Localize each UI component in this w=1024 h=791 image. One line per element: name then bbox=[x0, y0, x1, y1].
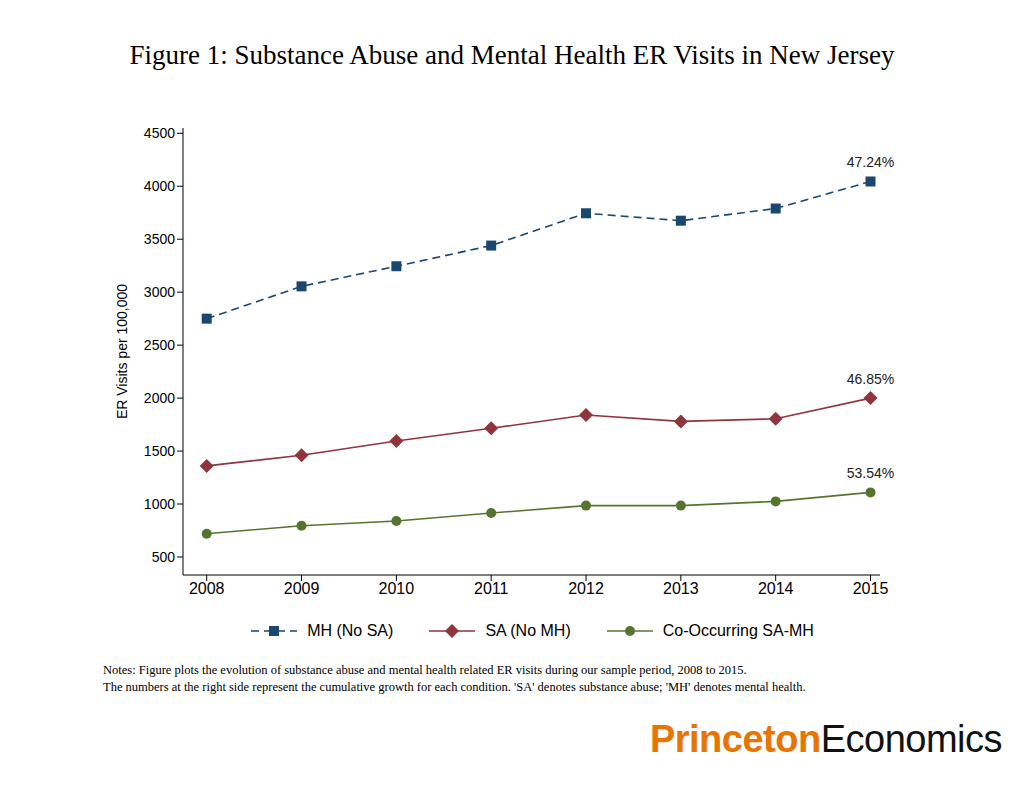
svg-text:46.85%: 46.85% bbox=[847, 371, 894, 387]
html-text:Co-Occurring SA-MH: Co-Occurring SA-MH bbox=[662, 622, 814, 639]
svg-text:2000: 2000 bbox=[144, 390, 175, 406]
svg-text:2015: 2015 bbox=[853, 580, 889, 597]
svg-text:53.54%: 53.54% bbox=[847, 465, 894, 481]
html-text:The numbers at the right side: The numbers at the right side represent … bbox=[103, 680, 806, 694]
svg-text:2013: 2013 bbox=[663, 580, 699, 597]
svg-text:2009: 2009 bbox=[284, 580, 320, 597]
svg-text:47.24%: 47.24% bbox=[847, 154, 894, 170]
svg-text:4500: 4500 bbox=[144, 125, 175, 141]
html-text:MH (No SA): MH (No SA) bbox=[307, 622, 394, 639]
svg-text:2014: 2014 bbox=[758, 580, 794, 597]
svg-text:2011: 2011 bbox=[474, 580, 509, 597]
html-text:Notes: Figure plots the evolut: Notes: Figure plots the evolution of sub… bbox=[103, 663, 747, 677]
svg-text:4000: 4000 bbox=[144, 178, 175, 194]
svg-text:1500: 1500 bbox=[144, 443, 175, 459]
svg-text:2010: 2010 bbox=[379, 580, 415, 597]
svg-text:2500: 2500 bbox=[144, 337, 175, 353]
svg-text:ER Visits per 100,000: ER Visits per 100,000 bbox=[114, 284, 130, 419]
svg-text:500: 500 bbox=[152, 549, 176, 565]
svg-text:2008: 2008 bbox=[189, 580, 225, 597]
svg-text:3500: 3500 bbox=[144, 231, 175, 247]
svg-text:2012: 2012 bbox=[568, 580, 604, 597]
svg-text:1000: 1000 bbox=[144, 496, 175, 512]
html-text:SA (No MH): SA (No MH) bbox=[485, 622, 571, 639]
html-text:Figure 1: Substance Abuse and: Figure 1: Substance Abuse and Mental Hea… bbox=[129, 40, 895, 70]
html-text:Princeton Economics: Princeton Economics bbox=[649, 718, 1002, 760]
svg-text:3000: 3000 bbox=[144, 284, 175, 300]
